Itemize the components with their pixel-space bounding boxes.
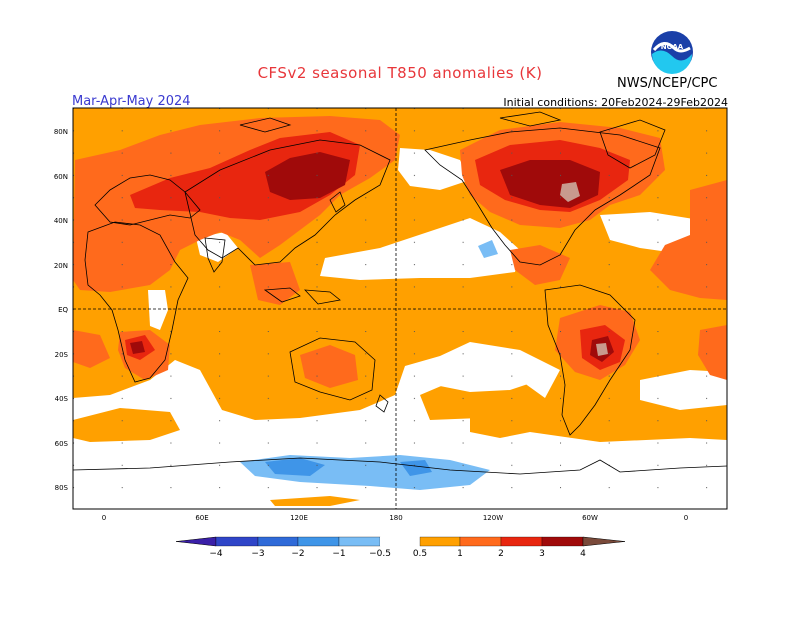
lat-label: 40S xyxy=(55,395,69,403)
colorbar-extend-low xyxy=(175,536,217,547)
initial-conditions: Initial conditions: 20Feb2024-29Feb2024 xyxy=(503,96,728,109)
lat-label: 60N xyxy=(54,173,68,181)
map-frame xyxy=(72,107,728,510)
lon-label: 60W xyxy=(582,514,598,522)
lat-axis: 80N 60N 40N 20N EQ 20S 40S 60S 80S xyxy=(54,128,69,492)
colorbar-label: −4 xyxy=(209,549,223,559)
colorbar-swatch xyxy=(419,536,461,547)
agency-label: NWS/NCEP/CPC xyxy=(617,76,718,91)
lon-label: 0 xyxy=(102,514,106,522)
colorbar-label: −2 xyxy=(291,549,304,559)
lat-label: 20N xyxy=(54,262,68,270)
lat-label: 40N xyxy=(54,217,68,225)
lon-label: 60E xyxy=(195,514,208,522)
colorbar-label: 0.5 xyxy=(413,549,427,559)
lat-label: 80S xyxy=(55,484,69,492)
lon-label: 0 xyxy=(684,514,688,522)
colorbar-extend-high xyxy=(582,536,626,547)
colorbar-label: −0.5 xyxy=(369,549,391,559)
lon-label: 120W xyxy=(483,514,503,522)
grid-dots xyxy=(73,108,727,509)
colorbar-label: 2 xyxy=(498,549,504,559)
coastlines xyxy=(73,111,727,475)
colorbar-swatch xyxy=(297,536,340,547)
svg-text:NOAA: NOAA xyxy=(661,43,684,51)
colorbar-swatch xyxy=(459,536,502,547)
colorbar-swatch xyxy=(338,536,381,547)
lat-label: 80N xyxy=(54,128,68,136)
colorbar-label: −3 xyxy=(251,549,264,559)
colorbar-swatch xyxy=(215,536,259,547)
lon-label: 120E xyxy=(290,514,308,522)
lat-label: 20S xyxy=(55,351,69,359)
forecast-period: Mar-Apr-May 2024 xyxy=(72,94,191,109)
colorbar-label: 3 xyxy=(539,549,545,559)
lat-label: 60S xyxy=(55,440,69,448)
colorbar-label: −1 xyxy=(332,549,345,559)
map-title: CFSv2 seasonal T850 anomalies (K) xyxy=(257,64,543,82)
lon-label: 180 xyxy=(389,514,402,522)
colorbar-swatch xyxy=(500,536,543,547)
colorbar: −4 −3 −2 −1 −0.5 0.5 1 2 3 4 xyxy=(175,536,626,559)
lon-axis: 0 60E 120E 180 120W 60W 0 xyxy=(102,514,688,522)
lat-label: EQ xyxy=(58,306,68,314)
colorbar-swatch xyxy=(257,536,299,547)
colorbar-swatch xyxy=(541,536,584,547)
colorbar-swatch xyxy=(380,537,420,546)
map-plot-area xyxy=(73,108,727,509)
noaa-logo: NOAA xyxy=(651,31,693,74)
colorbar-label: 4 xyxy=(580,549,586,559)
colorbar-label: 1 xyxy=(457,549,463,559)
